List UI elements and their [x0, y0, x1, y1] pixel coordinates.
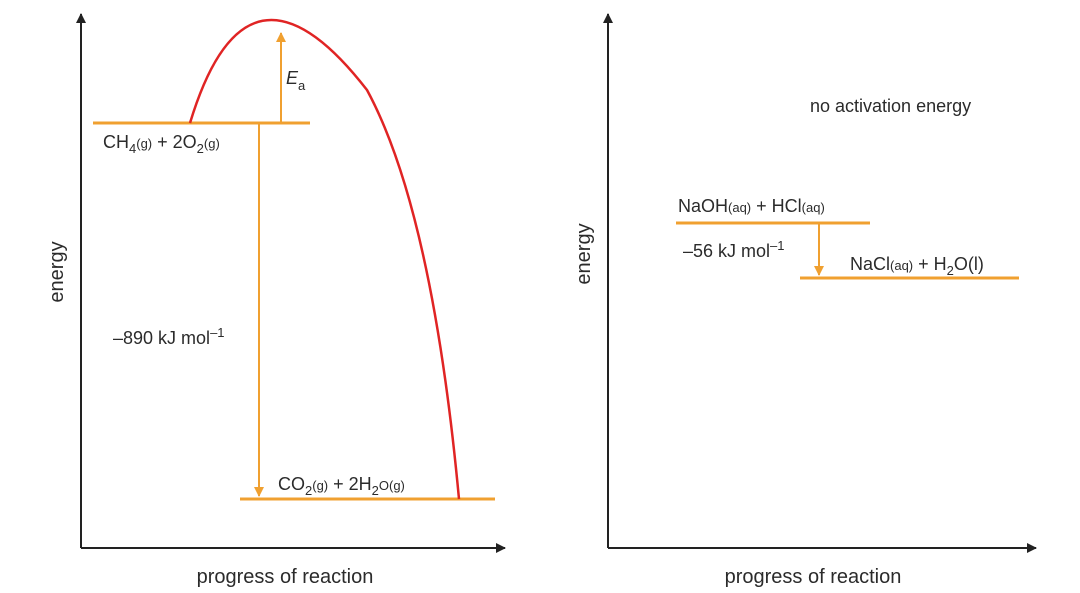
right-x-axis-label: progress of reaction — [725, 566, 902, 588]
left-y-axis-label: energy — [46, 241, 68, 302]
right-reactants-label: NaOH(aq) + HCl(aq) — [678, 196, 825, 216]
activation-energy-label: Ea — [286, 68, 306, 93]
right-energy-diagram: energy progress of reaction no activatio… — [573, 13, 1037, 588]
no-activation-energy-note: no activation energy — [810, 96, 971, 116]
right-y-axis-label: energy — [573, 223, 595, 284]
right-products-label: NaCl(aq) + H2O(l) — [850, 254, 984, 278]
reactants-label: CH4(g) + 2O2(g) — [103, 132, 220, 156]
left-energy-diagram: energy progress of reaction Ea –890 kJ m… — [46, 13, 506, 588]
enthalpy-change-label: –890 kJ mol–1 — [113, 325, 225, 348]
left-x-axis-label: progress of reaction — [197, 566, 374, 588]
right-enthalpy-change-label: –56 kJ mol–1 — [683, 238, 785, 261]
reaction-energy-curve — [188, 18, 461, 500]
products-label: CO2(g) + 2H2O(g) — [278, 474, 405, 498]
